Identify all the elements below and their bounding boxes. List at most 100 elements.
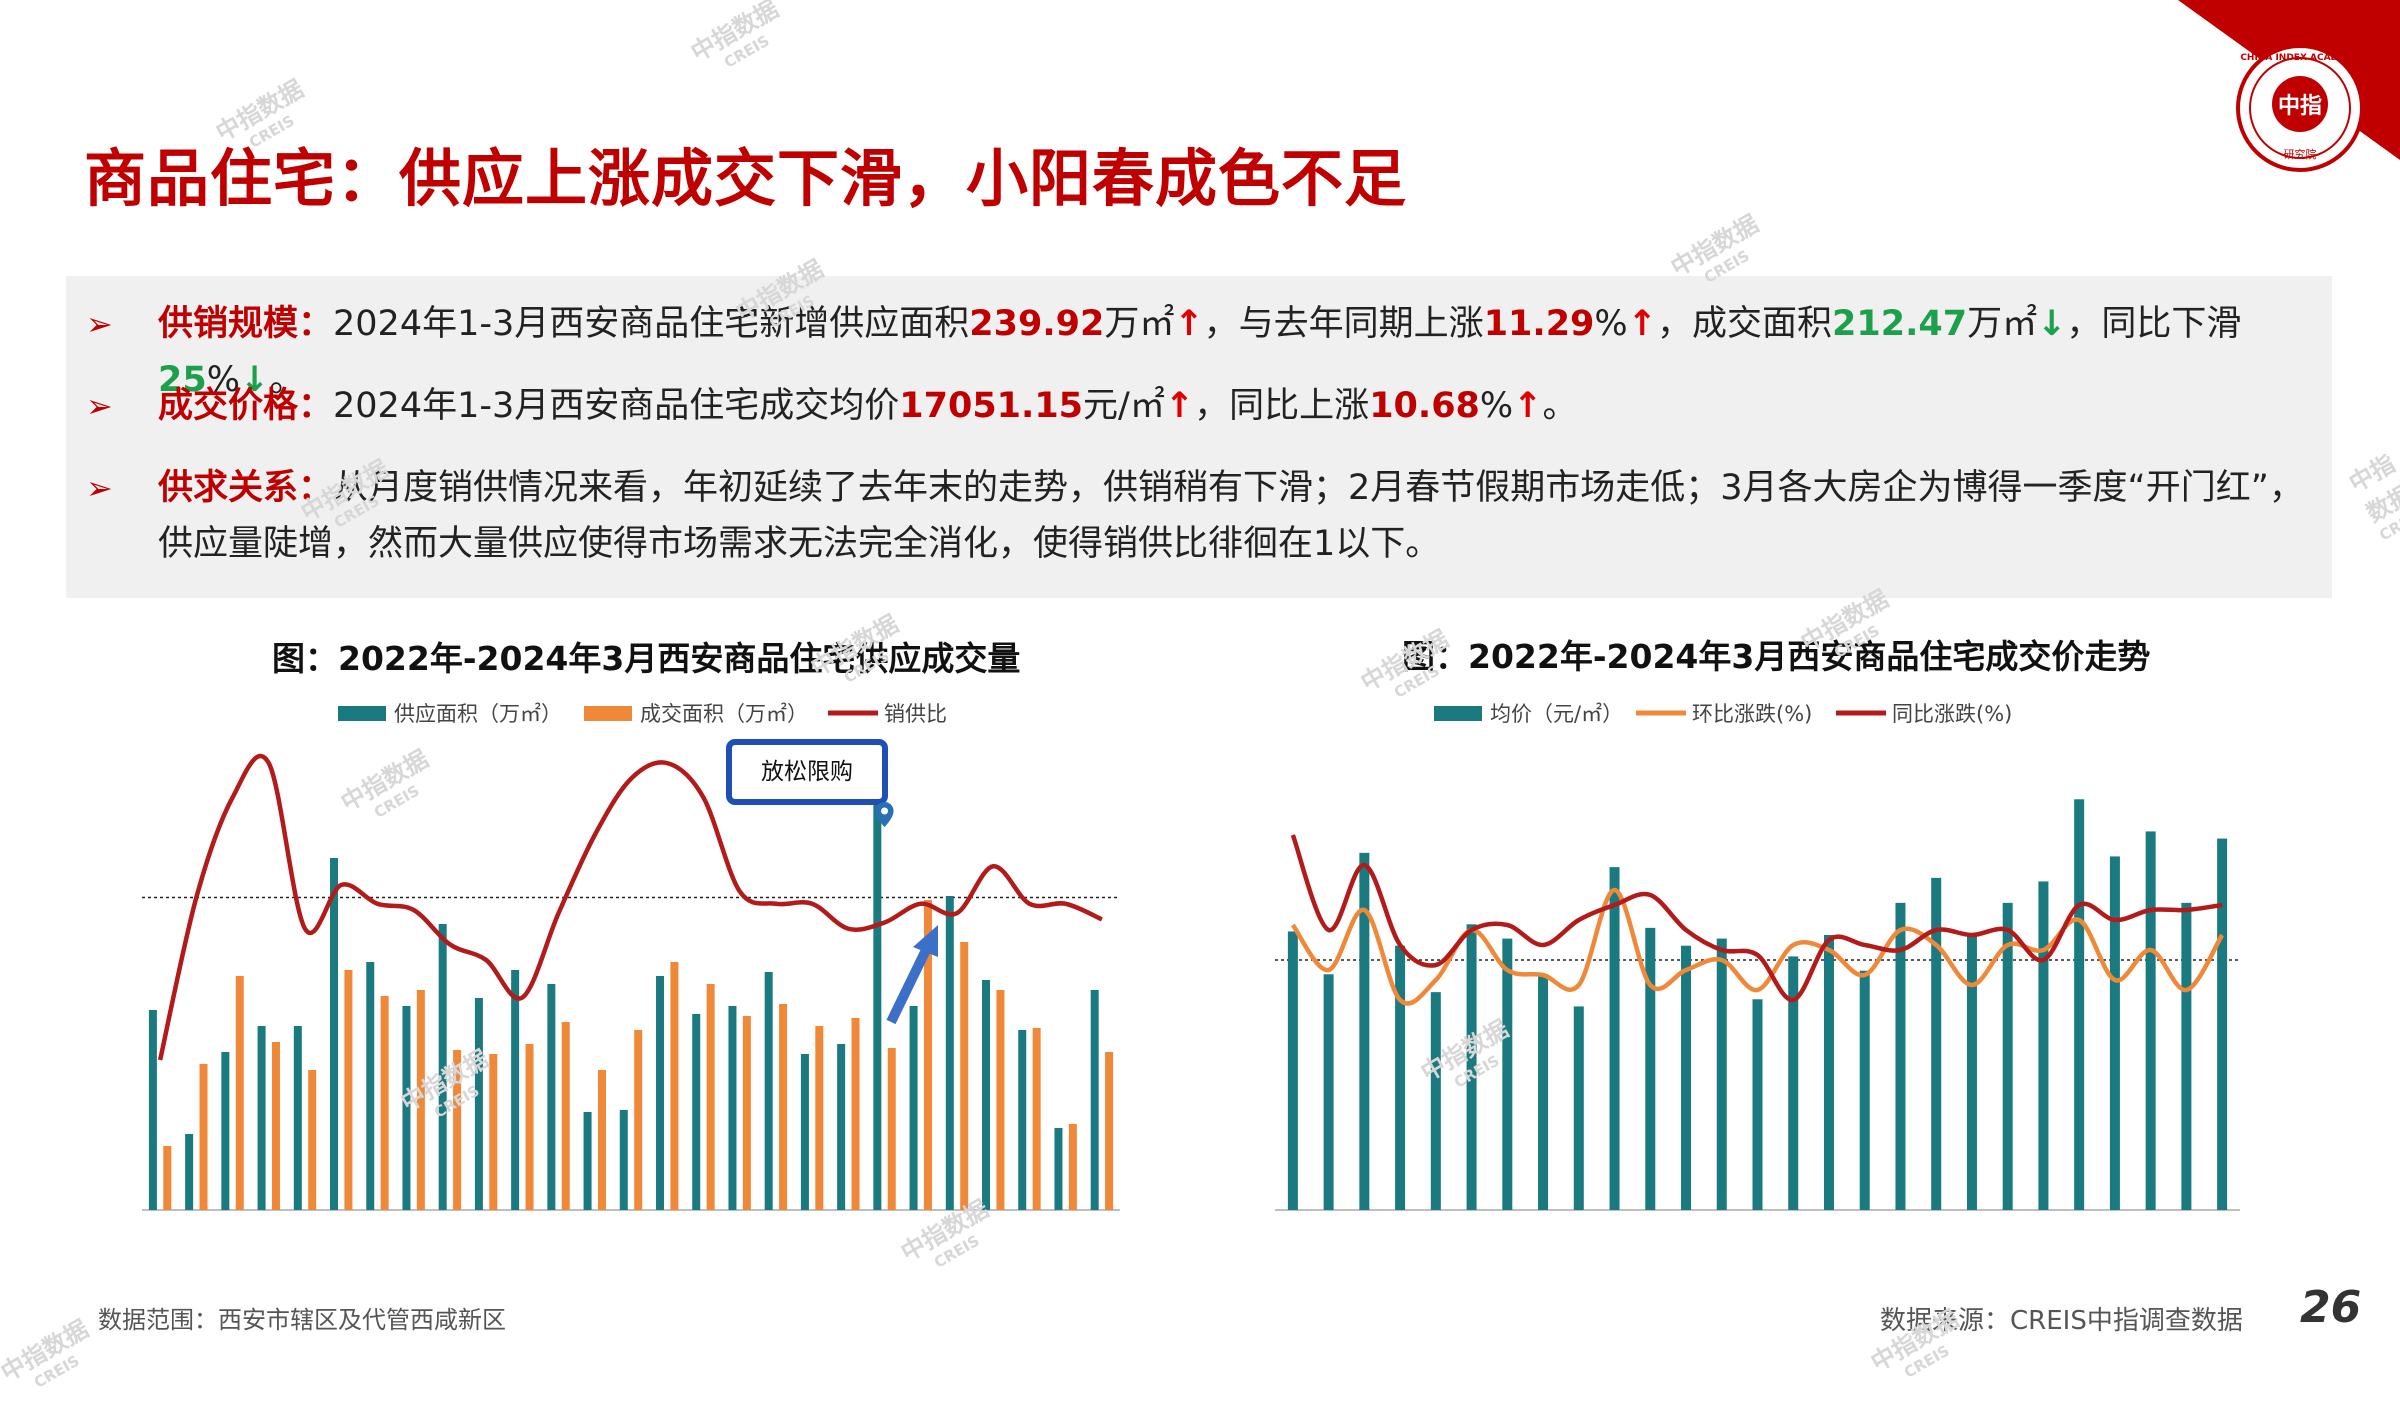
bullet-arrow-icon: ➢: [86, 469, 113, 507]
logo-top-text: CHINA INDEX ACADEMY: [2240, 53, 2360, 63]
bar-primary: [1573, 1006, 1584, 1210]
bar-secondary: [1105, 1052, 1114, 1210]
bar-primary: [185, 1134, 194, 1210]
bullet-text: 2024年1-3月西安商品住宅成交均价17051.15元/㎡↑，同比上涨10.6…: [333, 386, 1578, 426]
bullet-label: 成交价格：: [158, 386, 334, 426]
bar-primary: [583, 1112, 592, 1210]
bar-secondary: [525, 1044, 534, 1210]
corner-triangle: [2178, 0, 2400, 160]
footer-scope: 数据范围：西安市辖区及代管西咸新区: [98, 1306, 506, 1334]
bar-primary: [800, 1054, 809, 1210]
bar-primary: [293, 1026, 302, 1210]
bar-secondary: [308, 1070, 317, 1210]
bullet-label: 供求关系：: [158, 468, 334, 508]
annotation-label: 放松限购: [761, 759, 853, 785]
bar-primary: [511, 970, 520, 1210]
bar-primary: [1752, 999, 1763, 1210]
series-line-1: [157, 753, 1103, 1061]
bar-secondary: [1032, 1028, 1041, 1210]
bullet-body: 供求关系：从月度销供情况来看，年初延续了去年末的走势，供销稍有下滑；2月春节假期…: [158, 460, 2328, 572]
bar-primary: [257, 1026, 266, 1210]
bullet-fragment: ↑: [1164, 386, 1195, 426]
chart-title-supply: 图：2022年-2024年3月西安商品住宅供应成交量: [272, 639, 1021, 678]
bar-primary: [1716, 938, 1727, 1210]
bullet-fragment: ↑: [1627, 304, 1657, 344]
bar-primary: [1681, 945, 1692, 1210]
academy-logo: 中指 CHINA INDEX ACADEMY 研究院: [2236, 44, 2364, 172]
legend-label: 环比涨跌(%): [1692, 702, 1812, 726]
bar-primary: [1287, 931, 1298, 1210]
bullet-fragment: ↓: [239, 360, 270, 400]
bar-secondary: [271, 1042, 280, 1210]
bullet-fragment: ↑: [1174, 304, 1204, 344]
bar-primary: [330, 858, 339, 1210]
trend-arrow-icon: [886, 947, 931, 1025]
bar-primary: [1788, 956, 1799, 1210]
bullet-fragment: 25: [158, 360, 207, 400]
summary-box: ➢ 供销规模：2024年1-3月西安商品住宅新增供应面积239.92万㎡↑，与去…: [66, 276, 2332, 598]
bullet-fragment: ，与去年同期上涨: [1203, 304, 1484, 344]
bullet-arrow-icon: ➢: [86, 305, 113, 343]
slide-title: 商品住宅：供应上涨成交下滑，小阳春成色不足: [84, 142, 1408, 215]
bar-secondary: [851, 1018, 860, 1210]
bar-primary: [402, 1006, 411, 1210]
bullet-fragment: ，同比上涨: [1194, 386, 1370, 426]
legend-swatch: [1434, 706, 1482, 721]
legend-swatch: [338, 706, 386, 721]
bullet-body: 成交价格：2024年1-3月西安商品住宅成交均价17051.15元/㎡↑，同比上…: [158, 378, 2328, 434]
series-line-1: [1291, 887, 2225, 1006]
bar-primary: [837, 1044, 846, 1210]
bullet-fragment: %: [1594, 304, 1628, 344]
bar-primary: [728, 1006, 737, 1210]
page-number: 26: [2300, 1282, 2362, 1333]
bar-primary: [656, 976, 665, 1210]
bar-primary: [1090, 990, 1099, 1210]
bar-primary: [1645, 927, 1656, 1210]
bar-primary: [945, 896, 954, 1210]
legend-swatch: [584, 706, 632, 721]
bullet-fragment: 239.92: [969, 304, 1105, 344]
bullet-fragment: 。: [269, 360, 305, 400]
bullet-fragment: 万㎡: [1967, 304, 2038, 344]
watermark: 中指数据 CREIS: [2344, 449, 2400, 545]
watermark: 中指数据 CREIS: [686, 0, 784, 72]
bar-secondary: [887, 1048, 896, 1210]
bar-primary: [2217, 838, 2228, 1210]
bar-secondary: [235, 976, 244, 1210]
bullet-fragment: 11.29: [1483, 304, 1595, 344]
bullet-fragment: 10.68: [1369, 386, 1480, 426]
bullet-fragment: %: [1479, 386, 1514, 426]
bullet-fragment: ↑: [1513, 386, 1543, 426]
bar-primary: [909, 1006, 918, 1210]
chart-title-price: 图：2022年-2024年3月西安商品住宅成交价走势: [1402, 637, 2151, 676]
bar-secondary: [996, 990, 1005, 1210]
bar-primary: [619, 1110, 628, 1210]
bar-primary: [221, 1052, 230, 1210]
bar-primary: [1054, 1128, 1063, 1210]
bar-secondary: [706, 984, 715, 1210]
footer-source: 数据来源：CREIS中指调查数据: [1880, 1306, 2243, 1336]
bullet-fragment: 从月度销供情况来看，年初延续了去年末的走势，供销稍有下滑；2月春节假期市场走低；…: [158, 468, 2304, 564]
trend-arrow-head: [913, 925, 938, 957]
bar-primary: [982, 980, 991, 1210]
legend-label: 供应面积（万㎡）: [394, 702, 562, 726]
bar-secondary: [923, 900, 932, 1210]
legend-label: 同比涨跌(%): [1892, 702, 2012, 726]
bar-secondary: [344, 970, 353, 1210]
bar-primary: [1931, 877, 1942, 1210]
bullet-fragment: ，成交面积: [1657, 304, 1833, 344]
bar-secondary: [670, 962, 679, 1210]
bar-secondary: [815, 1026, 824, 1210]
bar-primary: [1966, 935, 1977, 1210]
bullet-fragment: 。: [1542, 386, 1578, 426]
bar-primary: [547, 984, 556, 1210]
bar-primary: [1018, 1030, 1027, 1210]
bar-primary: [148, 1010, 157, 1210]
bar-primary: [1895, 902, 1906, 1210]
bar-primary: [764, 972, 773, 1210]
logo-center-text: 中指: [2278, 94, 2322, 119]
bar-secondary: [960, 942, 969, 1210]
bar-secondary: [742, 1016, 751, 1210]
bar-secondary: [453, 1050, 462, 1210]
